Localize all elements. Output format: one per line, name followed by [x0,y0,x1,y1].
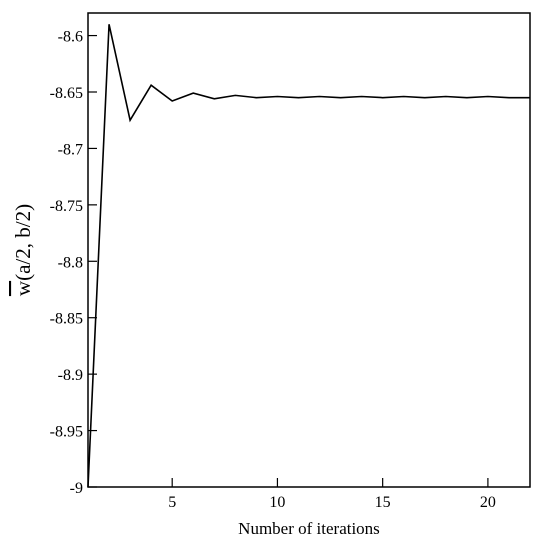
x-tick-label: 15 [375,494,391,511]
svg-text:w(a/2, b/2): w(a/2, b/2) [11,204,35,296]
y-tick-label: -9 [70,480,83,497]
y-axis-ticks: -9 -8.95 -8.9 -8.85 -8.8 -8.75 -8.7 -8.65 -8.6 [50,29,97,497]
x-tick-label: 10 [269,494,285,511]
y-tick-label: -8.8 [58,254,83,271]
y-tick-label: -8.85 [50,311,83,328]
x-tick-label: 20 [480,494,496,511]
y-tick-label: -8.95 [50,424,83,441]
x-axis-title: Number of iterations [238,519,380,538]
y-tick-label: -8.9 [58,367,83,384]
y-tick-label: -8.6 [58,29,83,46]
y-axis-title-rest: (a/2, b/2) [11,204,35,281]
y-axis-title: w(a/2, b/2) [11,204,35,296]
series-line [88,24,530,487]
y-tick-label: -8.75 [50,198,83,215]
x-axis-ticks: 5 10 15 20 [168,478,496,511]
y-tick-label: -8.65 [50,85,83,102]
x-tick-label: 5 [168,494,176,511]
y-tick-label: -8.7 [58,141,83,158]
y-axis-title-overbar: w [11,280,35,296]
plot-frame [88,13,530,487]
